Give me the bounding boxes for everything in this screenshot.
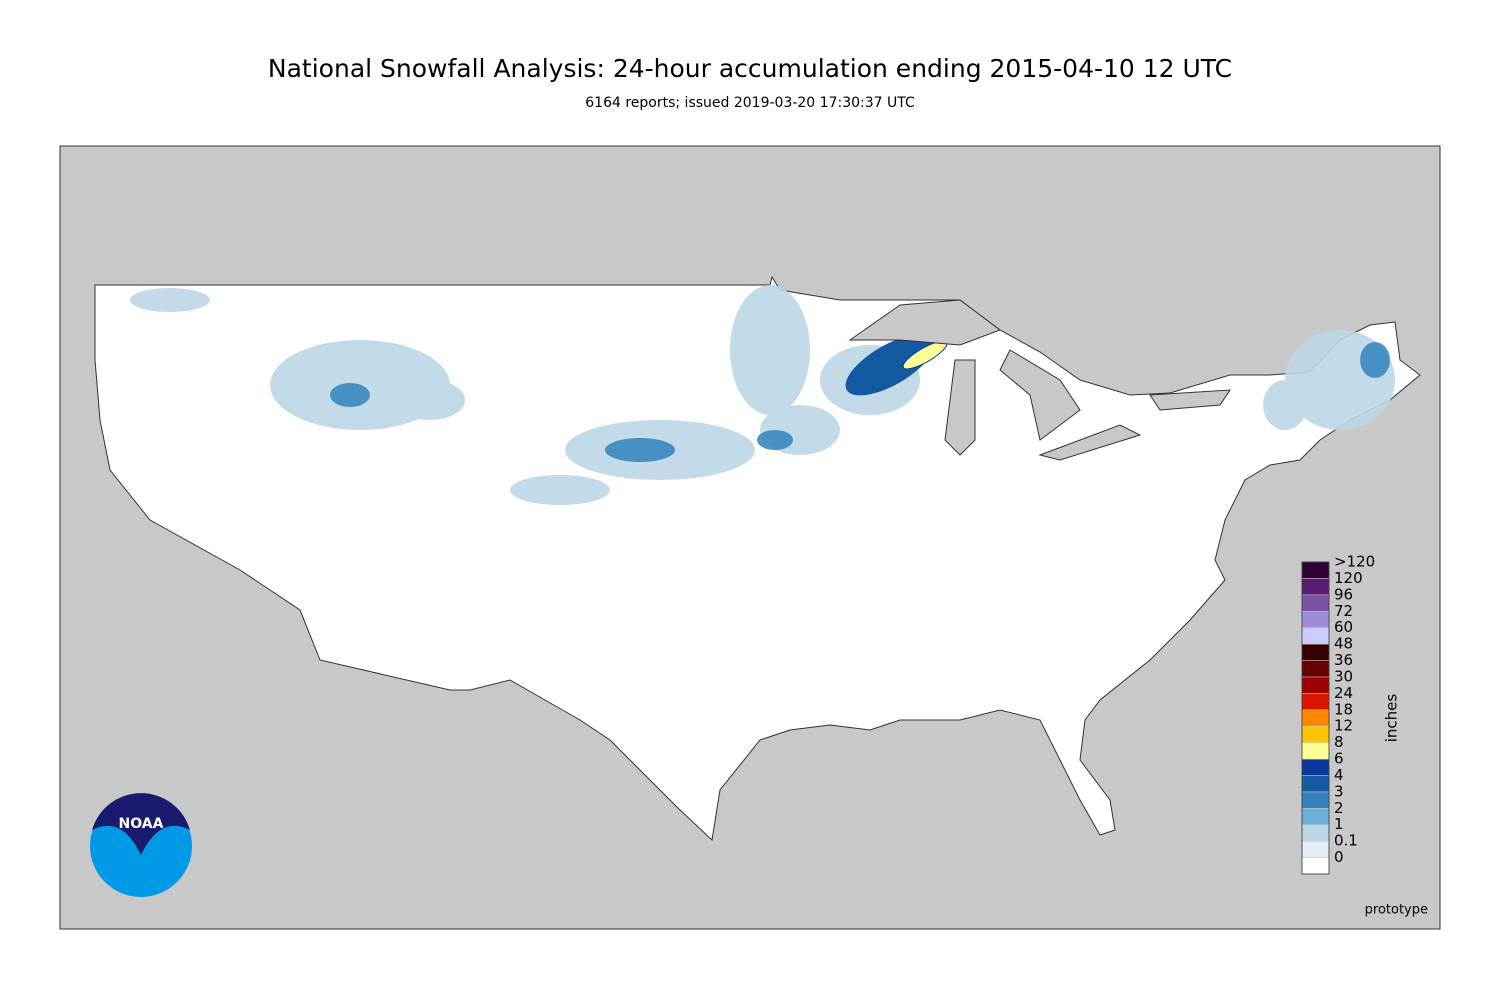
legend-swatch [1301,824,1330,842]
legend-label: 2 [1334,799,1344,817]
legend-swatch [1301,709,1330,727]
subtitle: 6164 reports; issued 2019-03-20 17:30:37… [585,95,915,111]
legend-label: 1 [1334,815,1344,833]
legend-label: 6 [1334,750,1344,768]
legend-swatch [1301,742,1330,760]
snow-moderate [330,342,1390,462]
snow-heavy [845,334,935,396]
legend-label: 60 [1334,618,1353,636]
legend-unit: inches [1383,694,1401,743]
legend-swatch [1301,594,1330,612]
legend-label: >120 [1334,553,1375,571]
legend-swatch [1301,725,1330,743]
legend-label: 0 [1334,848,1344,866]
legend-swatch [1301,676,1330,694]
legend-swatch [1301,840,1330,858]
legend-label: 4 [1334,766,1344,784]
legend-swatch [1301,643,1330,661]
legend-label: 12 [1334,717,1353,735]
logo-text: NOAA [119,816,164,832]
legend-swatch [1301,611,1330,628]
legend-swatch [1301,775,1330,793]
legend-label: 36 [1334,651,1353,669]
legend-label: 0.1 [1334,832,1358,850]
noaa-logo: NOAA [90,793,192,897]
legend-label: 8 [1334,733,1344,751]
legend-border [1301,561,1330,875]
map [59,145,1441,930]
legend-label: 3 [1334,782,1344,800]
legend-label: 18 [1334,700,1353,718]
legend-label: 96 [1334,585,1353,603]
legend-label: 72 [1334,602,1353,620]
legend-swatch [1301,627,1330,645]
legend-label: 120 [1334,569,1363,587]
legend-swatch [1301,561,1330,579]
legend-swatch [1301,693,1330,711]
footer-note: prototype [1365,903,1428,918]
legend-swatch [1301,660,1330,678]
legend-swatch [1301,808,1330,825]
legend-label: 30 [1334,667,1353,685]
legend-label: 48 [1334,635,1353,653]
legend-swatch [1301,758,1330,776]
legend-swatch [1301,857,1330,875]
legend-swatch [1301,791,1330,809]
legend-swatch [1301,578,1330,596]
great-lakes [848,299,1231,461]
title: National Snowfall Analysis: 24-hour accu… [268,54,1232,83]
legend-label: 24 [1334,684,1353,702]
